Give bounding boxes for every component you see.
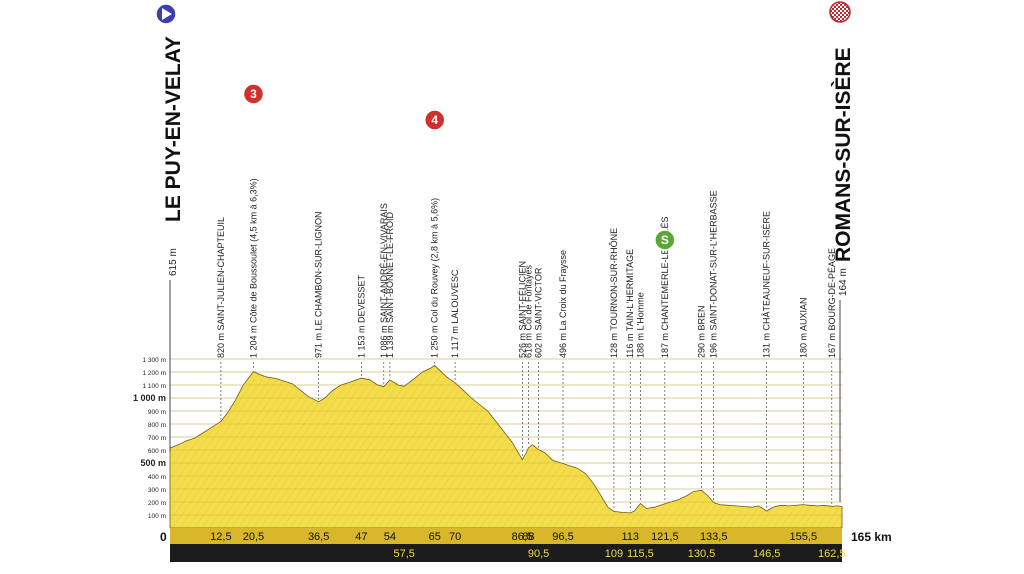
distance-bar-top xyxy=(170,528,842,544)
km-label: 113 xyxy=(621,531,639,543)
km-label: 12,5 xyxy=(210,531,231,543)
elevation-profile xyxy=(169,358,843,529)
place-label: 602 m SAINT-VICTOR xyxy=(534,267,544,358)
climb-category-label: 4 xyxy=(431,113,438,127)
place-label: 618 m Col de Fontayes xyxy=(523,264,533,358)
finish-altitude: 164 m xyxy=(838,268,849,296)
place-label: 1 153 m DEVESSET xyxy=(356,274,366,358)
km-label: 54 xyxy=(384,531,396,543)
climb-category-icon xyxy=(654,229,676,251)
altitude-tick-label: 1 200 m xyxy=(143,370,167,377)
altitude-tick-label: 1 000 m xyxy=(133,393,166,403)
start-altitude: 615 m xyxy=(168,248,179,276)
km-label: 36,5 xyxy=(308,531,329,543)
climb-category-icon xyxy=(423,109,446,131)
climb-markers: 3 4 S xyxy=(242,83,676,251)
km-label: 65 xyxy=(429,531,441,543)
km-label: 88 xyxy=(522,531,534,543)
place-label: 187 m CHANTEMERLE-LES-BLÉS xyxy=(660,216,670,358)
altitude-tick-label: 1 300 m xyxy=(143,357,167,364)
place-label: 971 m LE CHAMBON-SUR-LIGNON xyxy=(314,211,324,358)
altitude-tick-label: 800 m xyxy=(148,422,166,429)
km-label: 155,5 xyxy=(790,531,818,543)
km-label: 130,5 xyxy=(688,548,716,560)
place-label: 1 204 m Côte de Boussoulet (4,5 km à 6,3… xyxy=(248,178,258,358)
distance-zero-label: 0 xyxy=(160,530,167,544)
km-label: 47 xyxy=(355,531,367,543)
altitude-axis: 100 m 200 m 300 m 400 m 500 m 600 m 700 m 800 m… xyxy=(133,357,166,520)
km-label: 86,5 xyxy=(512,531,533,543)
finish-flag-icon xyxy=(829,1,851,23)
place-label: 188 m L'Homme xyxy=(635,292,645,358)
place-labels: 820 m SAINT-JULIEN-CHAPTEUIL 1 204 m Côte… xyxy=(216,178,837,511)
place-label: 116 m TAIN-L'HERMITAGE xyxy=(625,249,635,358)
km-label: 96,5 xyxy=(552,531,573,543)
km-label: 90,5 xyxy=(528,548,549,560)
start-town-name: LE PUY-EN-VELAY xyxy=(162,36,185,222)
distance-bar: 12,5 20,5 36,5 47 54 65 70 86,588 96,5 113 121,5 13… xyxy=(170,528,846,562)
km-label: 57,5 xyxy=(393,548,414,560)
altitude-tick-label: 300 m xyxy=(148,487,166,494)
km-label: 146,5 xyxy=(753,548,781,560)
altitude-tick-label: 500 m xyxy=(140,458,166,468)
place-label: 167 m BOURG-DE-PÉAGE xyxy=(827,248,837,358)
km-label: 133,5 xyxy=(700,531,728,543)
altitude-tick-label: 400 m xyxy=(148,474,166,481)
km-label: 115,5 xyxy=(627,548,654,560)
start-block: 615 m LE PUY-EN-VELAY xyxy=(155,3,185,452)
finish-block: 164 m ROMANS-SUR-ISÈRE xyxy=(829,1,855,502)
km-label: 121,5 xyxy=(651,531,679,543)
place-label: 1 139 m SAINT-BONNET-LE-FROID xyxy=(385,211,395,358)
place-label: 128 m TOURNON-SUR-RHÔNE xyxy=(609,228,619,358)
distance-bar-bottom xyxy=(170,544,842,562)
elevation-texture xyxy=(170,365,842,528)
altitude-tick-label: 1 100 m xyxy=(143,383,167,390)
place-label: 820 m SAINT-JULIEN-CHAPTEUIL xyxy=(216,217,226,358)
km-label: 162,5 xyxy=(818,548,846,560)
climb-category-label: S xyxy=(661,233,669,247)
km-label: 70 xyxy=(449,531,461,543)
place-label: 180 m AUXIAN xyxy=(798,297,808,358)
finish-town-name: ROMANS-SUR-ISÈRE xyxy=(832,47,855,262)
place-label: 526 m SAINT-FÉLICIEN xyxy=(517,261,527,358)
place-label: 196 m SAINT-DONAT-SUR-L'HERBASSE xyxy=(709,190,719,358)
km-label: 20,5 xyxy=(243,531,264,543)
distance-total-label: 165 km xyxy=(851,530,892,544)
start-arrow-icon xyxy=(162,8,172,20)
altitude-tick-label: 900 m xyxy=(148,409,166,416)
climb-category-icon xyxy=(242,83,265,105)
altitude-tick-label: 600 m xyxy=(148,448,166,455)
altitude-tick-label: 100 m xyxy=(148,513,166,520)
place-label: 1 117 m LALOUVESC xyxy=(450,269,460,358)
place-label: 1 086 m SAINT-ANDRÉ-EN-VIVARAIS xyxy=(379,203,389,358)
altitude-tick-label: 200 m xyxy=(148,500,166,507)
place-label: 1 250 m Col du Rouvey (2,8 km à 5,6%) xyxy=(430,198,440,358)
climb-category-label: 3 xyxy=(250,87,257,101)
place-label: 496 m La Croix du Fraysse xyxy=(558,250,568,358)
place-label: 131 m CHÂTEAUNEUF-SUR-ISÈRE xyxy=(762,211,772,358)
km-label: 109 xyxy=(605,548,623,560)
altitude-tick-label: 700 m xyxy=(148,435,166,442)
place-label: 290 m BREN xyxy=(696,305,706,358)
